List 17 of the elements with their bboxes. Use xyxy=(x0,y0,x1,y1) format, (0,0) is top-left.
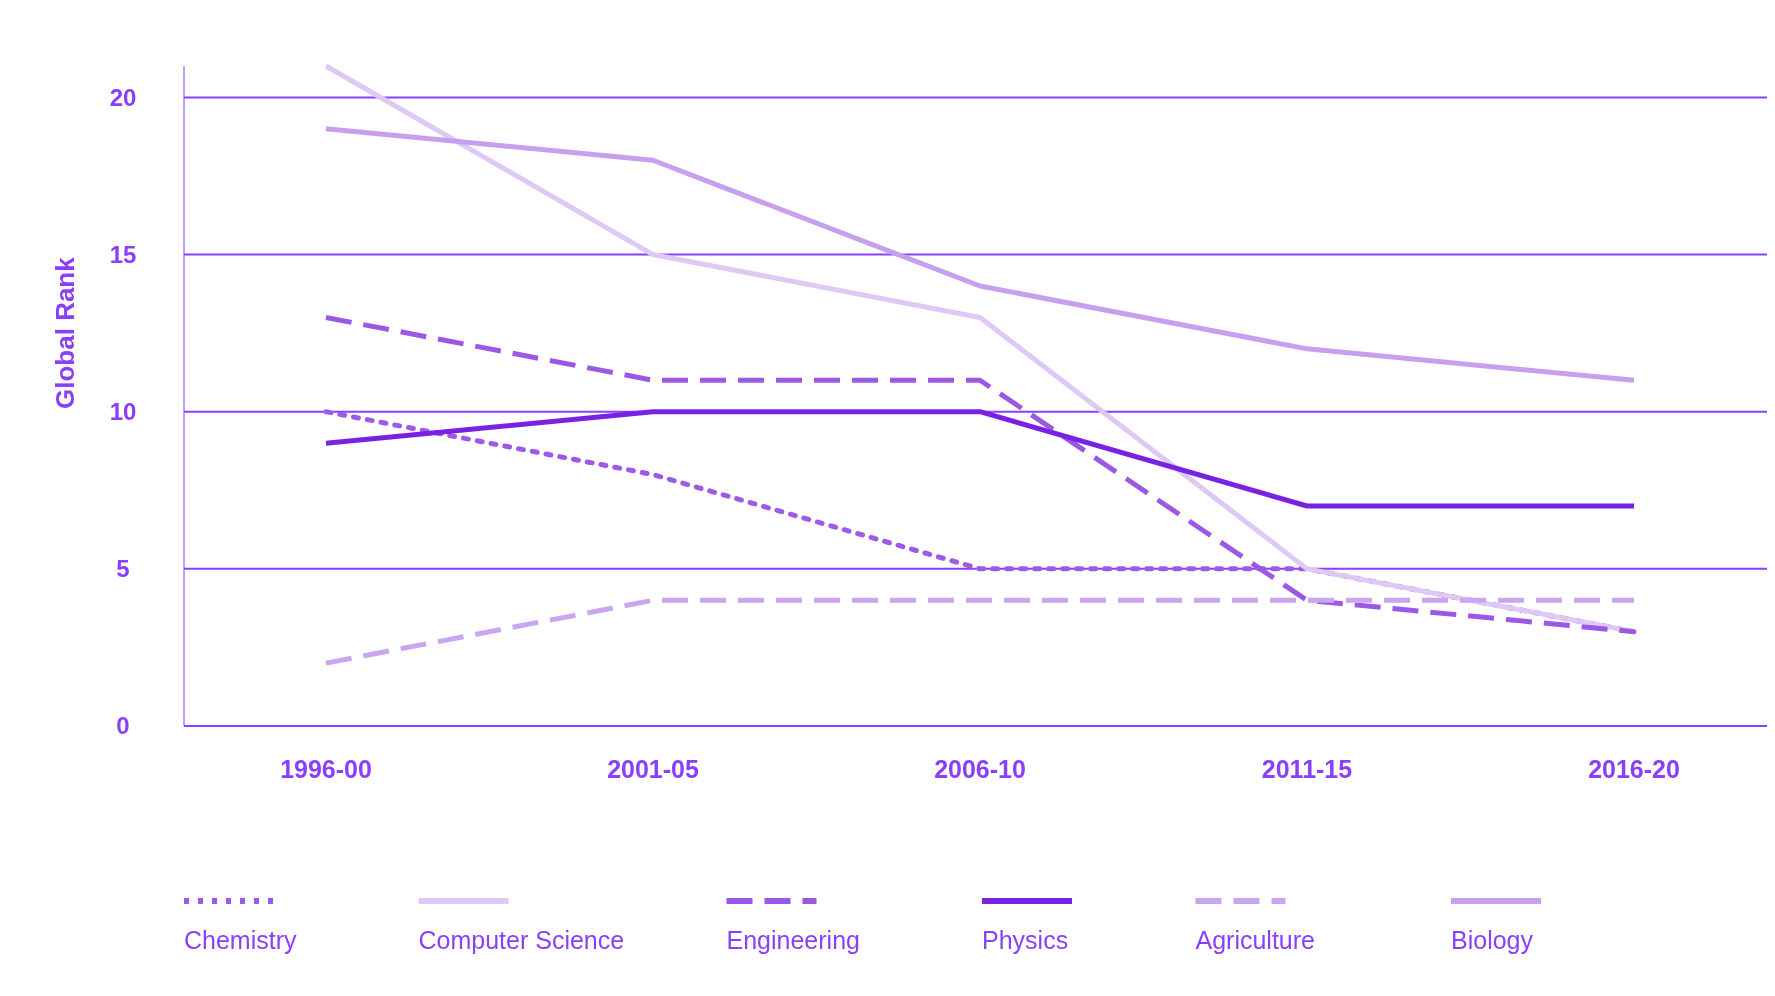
x-tick-label: 1996-00 xyxy=(280,755,372,783)
y-tick-label: 10 xyxy=(109,398,137,426)
y-tick-label: 5 xyxy=(116,555,130,583)
legend-label: Physics xyxy=(982,926,1069,954)
x-tick-label: 2006-10 xyxy=(934,755,1026,783)
y-tick-label: 20 xyxy=(109,83,137,111)
y-tick-label: 15 xyxy=(109,240,137,268)
legend-label: Agriculture xyxy=(1195,926,1315,954)
legend-label: Computer Science xyxy=(418,926,625,954)
x-tick-label: 2001-05 xyxy=(607,755,699,783)
legend-label: Chemistry xyxy=(184,926,298,954)
x-tick-label: 2011-15 xyxy=(1261,755,1353,783)
legend-label: Engineering xyxy=(726,926,860,954)
legend-label: Biology xyxy=(1451,926,1534,954)
y-tick-label: 0 xyxy=(116,712,130,740)
x-tick-label: 2016-20 xyxy=(1588,755,1680,783)
y-axis-title: Global Rank xyxy=(50,256,80,409)
